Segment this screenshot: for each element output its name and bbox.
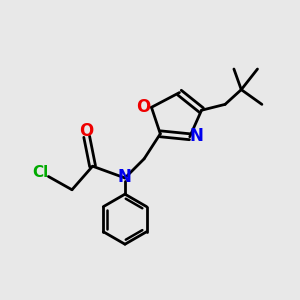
Text: N: N	[117, 168, 131, 186]
Text: O: O	[79, 122, 93, 140]
Text: N: N	[189, 127, 203, 145]
Text: O: O	[136, 98, 150, 116]
Text: Cl: Cl	[32, 166, 48, 181]
